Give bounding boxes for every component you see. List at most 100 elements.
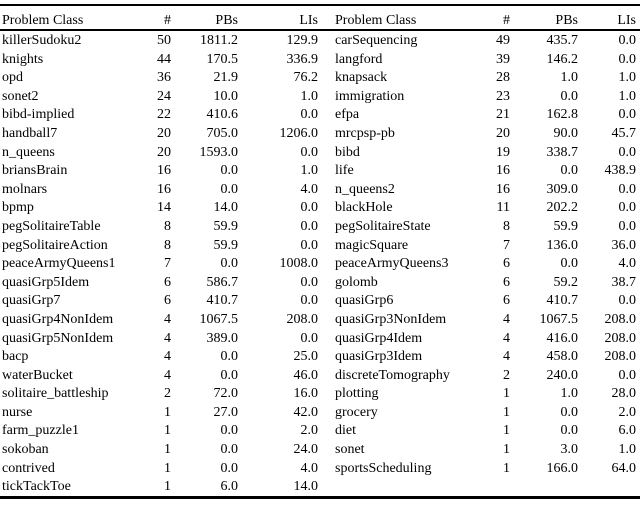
- problem-class-cell: briansBrain: [2, 163, 68, 179]
- count-cell: 28: [496, 70, 510, 86]
- lis-cell: 0.0: [618, 107, 637, 123]
- lis-cell: 0.0: [300, 107, 319, 123]
- column-header-problem-class: Problem Class: [335, 13, 417, 28]
- problem-class-cell: magicSquare: [335, 237, 409, 253]
- lis-cell: 25.0: [293, 349, 319, 365]
- pbs-cell: 0.0: [560, 256, 579, 272]
- lis-cell: 24.0: [293, 442, 319, 458]
- lis-cell: 46.0: [293, 367, 319, 383]
- problem-class-cell: n_queens2: [335, 181, 395, 197]
- lis-cell: 1008.0: [279, 256, 319, 272]
- column-header-pbs: PBs: [555, 13, 578, 28]
- count-cell: 6: [503, 256, 510, 272]
- pbs-cell: 59.9: [213, 237, 239, 253]
- lis-cell: 76.2: [293, 70, 319, 86]
- table-row: killerSudoku2 50 1811.2 129.9: [0, 32, 318, 51]
- count-cell: 11: [496, 200, 510, 216]
- lis-cell: 0.0: [300, 274, 319, 290]
- count-cell: 23: [496, 88, 510, 104]
- lis-cell: 28.0: [611, 386, 637, 402]
- table-row: quasiGrp4Idem 4 416.0 208.0: [333, 330, 636, 349]
- count-cell: 1: [503, 423, 510, 439]
- problem-class-cell: bacp: [2, 349, 29, 365]
- table-row: sonet 1 3.0 1.0: [333, 441, 636, 460]
- pbs-cell: 435.7: [546, 33, 579, 48]
- problem-class-cell: tickTackToe: [2, 479, 71, 495]
- table-row: quasiGrp5NonIdem 4 389.0 0.0: [0, 330, 318, 349]
- pbs-cell: 0.0: [560, 423, 579, 439]
- lis-cell: 129.9: [286, 33, 319, 48]
- lis-cell: 16.0: [293, 386, 319, 402]
- table-row: quasiGrp7 6 410.7 0.0: [0, 292, 318, 311]
- pbs-cell: 0.0: [220, 181, 239, 197]
- column-header-lis: LIs: [617, 13, 636, 28]
- pbs-cell: 410.6: [206, 107, 239, 123]
- problem-class-cell: grocery: [335, 404, 378, 420]
- problem-class-cell: quasiGrp4NonIdem: [2, 311, 114, 327]
- count-cell: 6: [164, 293, 171, 309]
- pbs-cell: 1067.5: [539, 311, 579, 327]
- pbs-cell: 338.7: [546, 144, 579, 160]
- count-cell: 49: [496, 33, 510, 48]
- lis-cell: 208.0: [604, 330, 637, 346]
- table-row: nurse 1 27.0 42.0: [0, 404, 318, 423]
- lis-cell: 0.0: [618, 181, 637, 197]
- lis-cell: 1.0: [618, 88, 637, 104]
- count-cell: 16: [157, 163, 171, 179]
- table-row: pegSolitaireAction 8 59.9 0.0: [0, 237, 318, 256]
- problem-class-cell: quasiGrp7: [2, 293, 61, 309]
- lis-cell: 208.0: [604, 349, 637, 365]
- count-cell: 24: [157, 88, 171, 104]
- pbs-cell: 136.0: [546, 237, 579, 253]
- table-row: sportsScheduling 1 166.0 64.0: [333, 460, 636, 479]
- lis-cell: 0.0: [300, 237, 319, 253]
- column-header-pbs: PBs: [215, 13, 238, 28]
- pbs-cell: 705.0: [206, 125, 239, 141]
- count-cell: 1: [164, 479, 171, 495]
- table-row: immigration 23 0.0 1.0: [333, 88, 636, 107]
- table-header-rule: [0, 29, 640, 31]
- lis-cell: 208.0: [604, 311, 637, 327]
- problem-table-left: Problem Class # PBs LIs killerSudoku2 50 1…: [0, 6, 318, 497]
- count-cell: 1: [503, 460, 510, 476]
- problem-class-cell: bpmp: [2, 200, 34, 216]
- problem-class-cell: waterBucket: [2, 367, 73, 383]
- count-cell: 2: [164, 386, 171, 402]
- count-cell: 21: [496, 107, 510, 123]
- lis-cell: 0.0: [618, 293, 637, 309]
- lis-cell: 4.0: [618, 256, 637, 272]
- column-header-lis: LIs: [299, 13, 318, 28]
- table-row: peaceArmyQueens1 7 0.0 1008.0: [0, 255, 318, 274]
- pbs-cell: 1.0: [560, 70, 579, 86]
- lis-cell: 1.0: [618, 70, 637, 86]
- count-cell: 20: [157, 125, 171, 141]
- count-cell: 14: [157, 200, 171, 216]
- lis-cell: 0.0: [618, 200, 637, 216]
- lis-cell: 0.0: [300, 200, 319, 216]
- lis-cell: 36.0: [611, 237, 637, 253]
- lis-cell: 6.0: [618, 423, 637, 439]
- pbs-cell: 416.0: [546, 330, 579, 346]
- lis-cell: 0.0: [618, 51, 637, 67]
- lis-cell: 45.7: [611, 125, 637, 141]
- lis-cell: 2.0: [618, 404, 637, 420]
- table-row: grocery 1 0.0 2.0: [333, 404, 636, 423]
- table-row: handball7 20 705.0 1206.0: [0, 125, 318, 144]
- pbs-cell: 59.9: [553, 218, 579, 234]
- count-cell: 1: [503, 386, 510, 402]
- count-cell: 4: [164, 349, 171, 365]
- table-row: mrcpsp-pb 20 90.0 45.7: [333, 125, 636, 144]
- table-row: briansBrain 16 0.0 1.0: [0, 162, 318, 181]
- problem-class-cell: sonet: [335, 442, 365, 458]
- pbs-cell: 0.0: [560, 163, 579, 179]
- problem-class-cell: pegSolitaireAction: [2, 237, 108, 253]
- count-cell: 20: [157, 144, 171, 160]
- table-row: waterBucket 4 0.0 46.0: [0, 367, 318, 386]
- pbs-cell: 1.0: [560, 386, 579, 402]
- count-cell: 44: [157, 51, 171, 67]
- table-row: bibd 19 338.7 0.0: [333, 144, 636, 163]
- lis-cell: 0.0: [300, 144, 319, 160]
- pbs-cell: 146.2: [546, 51, 579, 67]
- problem-class-cell: mrcpsp-pb: [335, 125, 395, 141]
- count-cell: 4: [164, 311, 171, 327]
